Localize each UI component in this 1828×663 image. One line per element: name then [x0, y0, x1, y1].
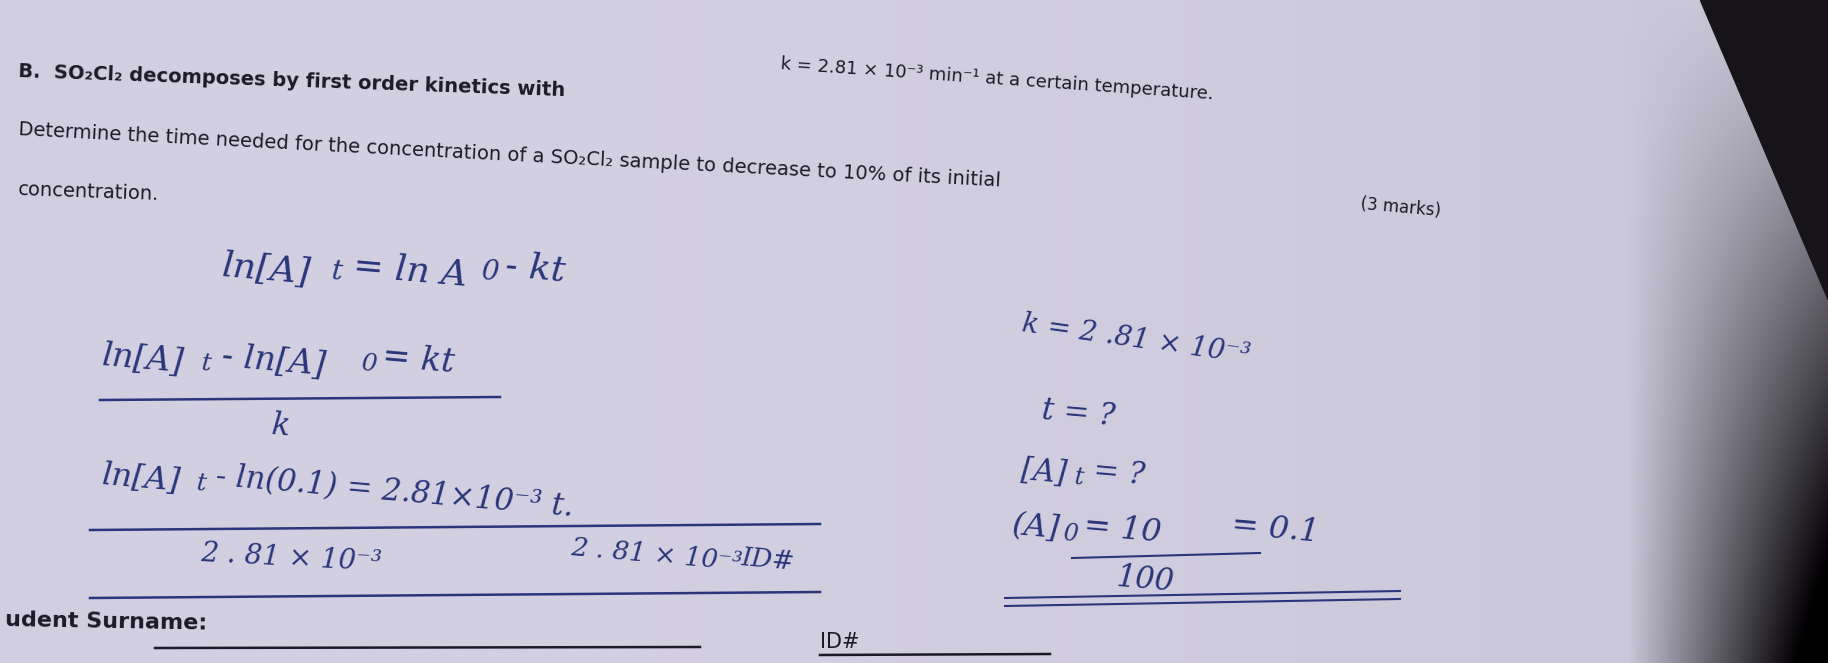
- Text: t: t: [331, 258, 344, 286]
- Text: [A]: [A]: [1020, 455, 1068, 490]
- Text: concentration.: concentration.: [18, 180, 159, 204]
- Text: 2 . 81 × 10⁻³: 2 . 81 × 10⁻³: [570, 535, 744, 575]
- Text: ln[A]: ln[A]: [219, 248, 313, 290]
- Text: = ?: = ?: [1082, 455, 1146, 491]
- Text: ID#: ID#: [821, 632, 859, 652]
- Text: - ln(0.1) = 2.81×10⁻³ t.: - ln(0.1) = 2.81×10⁻³ t.: [205, 460, 576, 523]
- Polygon shape: [1700, 0, 1828, 300]
- Text: 2 . 81 × 10⁻³: 2 . 81 × 10⁻³: [199, 540, 382, 576]
- Text: ln[A]: ln[A]: [101, 460, 181, 498]
- Text: B.  SO₂Cl₂ decomposes by first order kinetics with: B. SO₂Cl₂ decomposes by first order kine…: [18, 62, 572, 100]
- Text: - ln[A]: - ln[A]: [210, 340, 327, 382]
- Text: k = 2 .81 × 10⁻³: k = 2 .81 × 10⁻³: [1020, 310, 1252, 369]
- Text: = 10: = 10: [1071, 510, 1163, 548]
- Text: 0: 0: [1062, 522, 1079, 546]
- Text: = ln A: = ln A: [340, 248, 468, 293]
- Text: k: k: [271, 410, 291, 442]
- Text: ln[A]: ln[A]: [101, 340, 185, 379]
- Text: t: t: [199, 352, 212, 376]
- Text: 0: 0: [481, 258, 499, 286]
- Text: = kt: = kt: [369, 340, 455, 379]
- Text: 100: 100: [1115, 562, 1175, 598]
- Text: (3 marks): (3 marks): [1360, 195, 1442, 220]
- Text: - kt: - kt: [492, 248, 567, 288]
- Text: = 0.1: = 0.1: [1230, 510, 1320, 548]
- Text: t = ?: t = ?: [1040, 395, 1117, 432]
- Text: t: t: [196, 472, 207, 496]
- Text: k = 2.81 × 10⁻³ min⁻¹ at a certain temperature.: k = 2.81 × 10⁻³ min⁻¹ at a certain tempe…: [781, 55, 1214, 103]
- Text: (A]: (A]: [1011, 510, 1060, 545]
- Text: 0: 0: [360, 352, 378, 377]
- Text: udent Surname:: udent Surname:: [5, 610, 207, 634]
- Text: ID#: ID#: [740, 545, 795, 575]
- Text: t: t: [1073, 466, 1084, 490]
- Text: Determine the time needed for the concentration of a SO₂Cl₂ sample to decrease t: Determine the time needed for the concen…: [18, 120, 1002, 190]
